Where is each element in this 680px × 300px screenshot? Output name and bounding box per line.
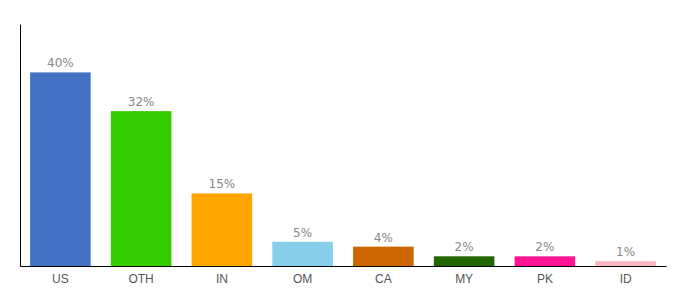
- data-label: 4%: [374, 231, 393, 245]
- x-tick-label: OTH: [128, 272, 153, 286]
- bar: [192, 193, 253, 266]
- x-tick-label: US: [52, 272, 69, 286]
- plot: US OTH IN OM CA MY PK ID 40% 32% 15% 5% 4% 2% 2% 1%: [21, 25, 667, 286]
- bar: [30, 72, 91, 266]
- data-label: 2%: [535, 240, 554, 254]
- data-label: 1%: [616, 245, 635, 259]
- x-tick: PK: [537, 266, 553, 286]
- bar: [515, 256, 576, 266]
- data-label: 2%: [455, 240, 474, 254]
- x-axis: US OTH IN OM CA MY PK ID: [21, 266, 667, 286]
- x-tick: ID: [620, 266, 632, 286]
- bar: [595, 261, 656, 266]
- y-axis-line: [20, 25, 21, 267]
- x-tick: OM: [293, 266, 312, 286]
- x-tick: IN: [216, 266, 228, 286]
- bar: [353, 247, 414, 266]
- chart: US OTH IN OM CA MY PK ID 40% 32% 15% 5% 4% 2% 2% 1%: [0, 0, 680, 300]
- data-label: 15%: [209, 177, 236, 191]
- x-tick: MY: [455, 266, 473, 286]
- x-tick-label: ID: [620, 272, 632, 286]
- x-tick-label: CA: [375, 272, 392, 286]
- x-tick-label: OM: [293, 272, 312, 286]
- bar: [272, 242, 333, 266]
- data-label: 40%: [47, 56, 74, 70]
- bar: [434, 256, 495, 266]
- x-tick-label: MY: [455, 272, 473, 286]
- data-labels: 40% 32% 15% 5% 4% 2% 2% 1%: [47, 56, 635, 259]
- data-label: 5%: [293, 226, 312, 240]
- x-tick: OTH: [128, 266, 153, 286]
- bar: [111, 111, 172, 266]
- x-tick-label: IN: [216, 272, 228, 286]
- x-tick-label: PK: [537, 272, 553, 286]
- x-tick: CA: [375, 266, 392, 286]
- bars: [30, 72, 656, 266]
- data-label: 32%: [128, 95, 155, 109]
- x-tick: US: [52, 266, 69, 286]
- y-axis: [20, 25, 21, 267]
- x-axis-line: [21, 266, 667, 267]
